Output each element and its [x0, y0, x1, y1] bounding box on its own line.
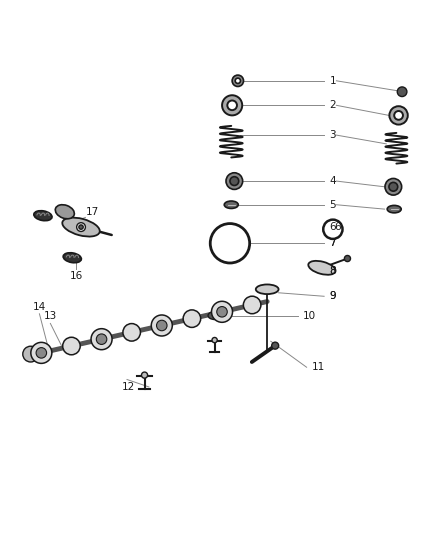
Circle shape [212, 337, 217, 343]
Circle shape [23, 346, 39, 362]
Circle shape [212, 301, 233, 322]
Ellipse shape [208, 312, 221, 319]
Text: 6: 6 [329, 222, 336, 232]
Text: 9: 9 [329, 291, 336, 301]
Circle shape [31, 342, 52, 364]
Circle shape [123, 324, 141, 341]
Circle shape [156, 320, 167, 331]
Circle shape [79, 225, 83, 229]
Text: 10: 10 [303, 311, 316, 320]
Ellipse shape [308, 261, 336, 274]
Circle shape [63, 337, 80, 355]
Text: 7: 7 [329, 238, 336, 248]
Ellipse shape [63, 253, 81, 263]
Circle shape [385, 179, 402, 195]
Circle shape [389, 182, 398, 191]
Circle shape [397, 87, 407, 96]
Ellipse shape [34, 211, 52, 221]
Circle shape [96, 334, 107, 344]
Circle shape [344, 255, 350, 262]
Circle shape [36, 348, 46, 358]
Text: 9: 9 [329, 291, 336, 301]
Circle shape [244, 296, 261, 314]
Text: 8: 8 [329, 266, 336, 276]
Circle shape [91, 329, 112, 350]
Circle shape [222, 95, 242, 115]
Text: 13: 13 [44, 311, 57, 321]
Circle shape [230, 177, 239, 185]
Circle shape [77, 223, 85, 231]
Text: 1: 1 [329, 76, 336, 86]
Ellipse shape [55, 205, 74, 219]
Circle shape [235, 78, 240, 84]
Text: 14: 14 [33, 302, 46, 312]
Text: 12: 12 [122, 382, 135, 392]
Circle shape [151, 315, 172, 336]
Ellipse shape [224, 201, 238, 208]
Ellipse shape [62, 217, 100, 237]
Circle shape [183, 310, 201, 327]
Text: 16: 16 [70, 271, 83, 281]
Text: 7: 7 [329, 238, 336, 248]
Circle shape [226, 173, 243, 189]
Ellipse shape [387, 205, 401, 213]
Text: 8: 8 [329, 266, 336, 276]
Circle shape [232, 75, 244, 86]
Text: 17: 17 [86, 207, 99, 216]
Circle shape [210, 223, 250, 263]
Text: 2: 2 [329, 100, 336, 110]
Circle shape [394, 111, 403, 120]
Circle shape [272, 342, 279, 349]
Circle shape [227, 101, 237, 110]
Text: 3: 3 [329, 130, 336, 140]
Circle shape [141, 372, 148, 378]
Circle shape [217, 306, 227, 317]
Text: 6: 6 [335, 222, 341, 232]
Text: 11: 11 [312, 362, 325, 372]
Circle shape [323, 220, 343, 239]
Text: 5: 5 [329, 200, 336, 210]
Text: 4: 4 [329, 176, 336, 186]
Circle shape [389, 106, 408, 125]
Ellipse shape [256, 285, 279, 294]
